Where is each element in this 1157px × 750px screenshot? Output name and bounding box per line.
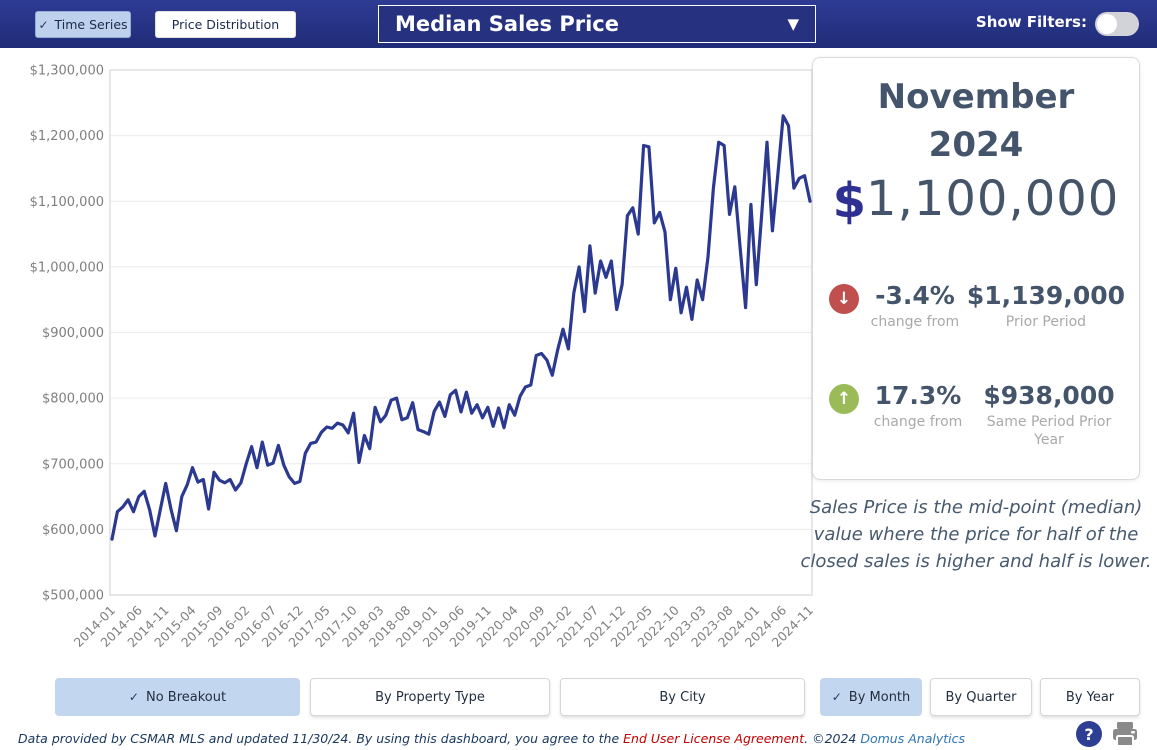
print-icon[interactable] (1110, 721, 1140, 747)
check-icon: ✓ (831, 690, 842, 704)
period-button-by-year[interactable]: By Year (1040, 678, 1140, 716)
prior-year-amount-col: $938,000 Same Period Prior Year (973, 380, 1125, 450)
breakout-button-by-city[interactable]: By City (560, 678, 805, 716)
prior-period-amount-col: $1,139,000 Prior Period (967, 280, 1125, 331)
footer-part1: Data provided by CSMAR MLS and updated 1… (18, 731, 624, 746)
summary-month: November 2024 (813, 74, 1139, 169)
tab-price-distribution[interactable]: Price Distribution (155, 11, 296, 38)
prior-period-pct-col: -3.4% change from (863, 280, 967, 331)
svg-text:$1,000,000: $1,000,000 (30, 260, 104, 275)
prior-year-row: ↑ 17.3% change from $938,000 Same Period… (829, 380, 1125, 450)
toggle-knob (1097, 14, 1117, 34)
breakout-button-label: No Breakout (145, 689, 227, 705)
arrow-up-circle-icon: ↑ (829, 384, 859, 414)
period-button-label: By Year (1065, 689, 1115, 705)
summary-card: November 2024 $1,100,000 ↓ -3.4% change … (812, 57, 1140, 480)
prior-period-change-label: change from (870, 314, 960, 331)
check-icon: ✓ (38, 17, 49, 32)
svg-text:$1,100,000: $1,100,000 (30, 195, 104, 210)
footer-part2: . ©2024 (804, 731, 861, 746)
help-button[interactable]: ? (1076, 721, 1102, 747)
footer-text: Data provided by CSMAR MLS and updated 1… (18, 731, 965, 746)
breakout-button-label: By City (659, 689, 706, 705)
prior-period-pct: -3.4% (875, 281, 955, 310)
svg-text:$900,000: $900,000 (42, 326, 104, 341)
period-button-label: By Month (848, 689, 911, 705)
tab-price-distribution-label: Price Distribution (171, 17, 280, 32)
time-series-chart[interactable]: $500,000 $600,000 $700,000 $800,000 $900,000… (0, 48, 830, 668)
svg-text:$800,000: $800,000 (42, 392, 104, 407)
prior-year-pct: 17.3% (874, 381, 962, 410)
svg-text:$1,200,000: $1,200,000 (30, 129, 104, 144)
prior-year-amount: $938,000 (983, 381, 1115, 410)
summary-month-line2: 2024 (928, 124, 1024, 165)
top-bar: ✓ Time Series Price Distribution Median … (0, 0, 1157, 48)
summary-value-number: 1,100,000 (866, 171, 1120, 228)
currency-symbol: $ (832, 173, 867, 230)
metric-description: Sales Price is the mid-point (median) va… (800, 497, 1152, 572)
brand-link[interactable]: Domus Analytics (860, 731, 965, 746)
breakout-button-no-breakout[interactable]: ✓ No Breakout (55, 678, 300, 716)
svg-text:$600,000: $600,000 (42, 523, 104, 538)
prior-year-pct-col: 17.3% change from (863, 380, 973, 431)
breakout-button-label: By Property Type (375, 689, 485, 705)
breakout-button-by-property-type[interactable]: By Property Type (310, 678, 550, 716)
prior-year-change-label: change from (873, 414, 963, 431)
summary-month-line1: November (877, 77, 1075, 117)
period-button-by-month[interactable]: ✓ By Month (820, 678, 922, 716)
arrow-down-circle-icon: ↓ (829, 284, 859, 314)
prior-period-label: Prior Period (1005, 314, 1087, 331)
tab-time-series[interactable]: ✓ Time Series (35, 11, 131, 38)
chart-gridlines (110, 69, 812, 596)
summary-value: $1,100,000 (813, 171, 1139, 229)
tab-time-series-label: Time Series (54, 17, 128, 32)
check-icon: ✓ (128, 690, 139, 704)
prior-period-row: ↓ -3.4% change from $1,139,000 Prior Per… (829, 280, 1125, 331)
median-sales-price-line (110, 114, 812, 541)
prior-period-amount: $1,139,000 (966, 281, 1125, 310)
svg-text:$1,300,000: $1,300,000 (30, 64, 104, 79)
period-button-by-quarter[interactable]: By Quarter (930, 678, 1032, 716)
metric-dropdown-value: Median Sales Price (395, 12, 619, 36)
show-filters-toggle[interactable] (1095, 12, 1139, 36)
eula-link[interactable]: End User License Agreement (623, 731, 805, 746)
period-button-label: By Quarter (945, 689, 1017, 705)
show-filters-label: Show Filters: (975, 13, 1087, 31)
chart-x-axis-labels: 2014-012014-062014-112015-042015-092016-… (71, 602, 817, 650)
chart-y-axis-labels: $500,000 $600,000 $700,000 $800,000 $900,000… (30, 64, 104, 604)
metric-dropdown[interactable]: Median Sales Price ▼ (378, 5, 816, 43)
svg-text:$500,000: $500,000 (42, 589, 104, 604)
prior-year-label: Same Period Prior Year (986, 414, 1112, 449)
svg-text:$700,000: $700,000 (42, 457, 104, 472)
caret-down-icon: ▼ (787, 15, 799, 33)
